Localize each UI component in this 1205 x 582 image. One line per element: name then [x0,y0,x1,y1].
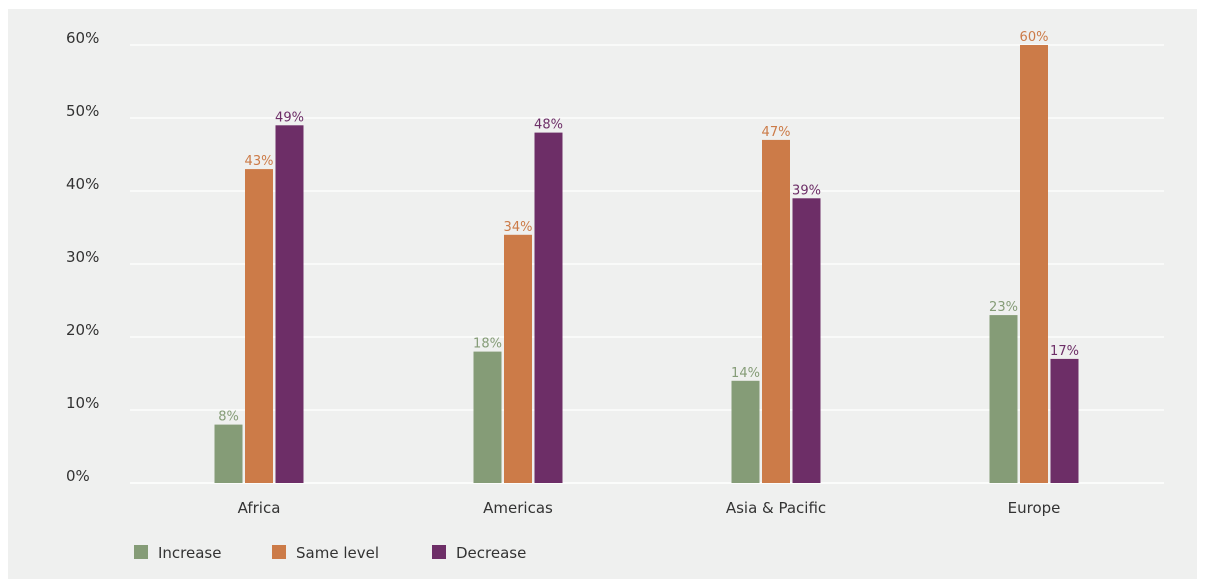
category-label: Europe [1008,499,1061,517]
data-label: 48% [534,118,563,133]
legend-label: Decrease [456,544,526,562]
data-label: 8% [218,410,239,425]
bar-same-level [504,234,532,483]
legend-label: Increase [158,544,221,562]
bar-increase [214,424,243,483]
data-label: 47% [762,125,791,140]
legend-item-increase: Increase [134,544,221,562]
y-tick-label: 50% [66,102,99,120]
y-tick-label: 60% [66,29,99,47]
bar-increase [731,380,760,483]
bar-same-level [762,139,790,483]
x-axis-categories: Africa Americas Asia & Pacific Europe [238,499,1061,517]
data-label: 23% [989,300,1018,315]
y-tick-label: 0% [66,467,90,485]
category-label: Americas [483,499,553,517]
data-label: 49% [275,110,304,125]
legend-label: Same level [296,544,379,562]
data-label: 34% [504,220,533,235]
bar-increase [473,351,502,483]
legend-swatch [272,545,286,559]
data-label: 14% [731,366,760,381]
data-label: 43% [245,154,274,169]
chart-panel: 0% 10% 20% 30% 40% 50% 60% 8% 18% 14% 23% 43% 34% 47… [8,9,1197,579]
data-label: 18% [473,337,502,352]
bar-decrease [792,198,821,484]
bar-decrease [275,125,304,484]
y-axis-ticks: 0% 10% 20% 30% 40% 50% 60% [66,29,99,485]
y-tick-label: 30% [66,248,99,266]
category-label: Africa [238,499,281,517]
data-label: 60% [1020,30,1049,45]
legend-item-same-level: Same level [272,544,379,562]
category-label: Asia & Pacific [726,499,826,517]
data-labels: 8% 18% 14% 23% 43% 34% 47% 60% 49% 48% 39% 17% [218,30,1079,425]
legend-item-decrease: Decrease [432,544,526,562]
bar-decrease [534,132,563,483]
y-tick-label: 20% [66,321,99,339]
y-tick-label: 40% [66,175,99,193]
bar-decrease [1050,358,1079,483]
data-label: 17% [1050,344,1079,359]
legend: Increase Same level Decrease [134,544,526,562]
data-label: 39% [792,183,821,198]
bar-same-level [245,169,273,483]
bar-same-level [1020,45,1048,483]
bars [214,45,1079,484]
bar-increase [989,315,1018,483]
legend-swatch [134,545,148,559]
bar-chart: 0% 10% 20% 30% 40% 50% 60% 8% 18% 14% 23% 43% 34% 47… [66,29,1164,562]
y-tick-label: 10% [66,394,99,412]
legend-swatch [432,545,446,559]
